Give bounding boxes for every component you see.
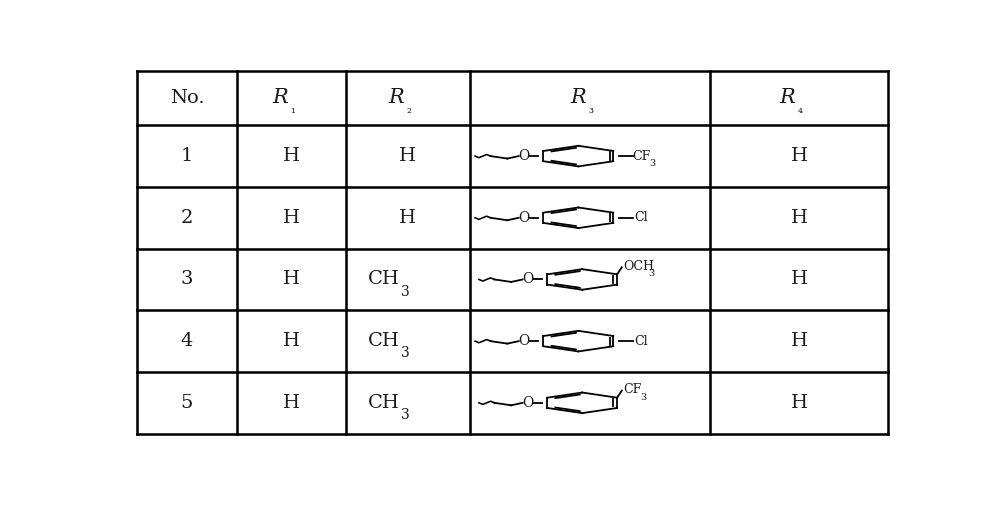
Text: 3: 3 — [640, 392, 647, 402]
Text: Cl: Cl — [634, 211, 648, 224]
Text: H: H — [283, 270, 300, 288]
Text: CF: CF — [623, 383, 642, 396]
Text: H: H — [791, 394, 808, 412]
Text: O: O — [518, 149, 530, 163]
Text: H: H — [791, 332, 808, 350]
Text: CH: CH — [368, 270, 400, 288]
Text: O: O — [518, 211, 530, 225]
Text: 3: 3 — [181, 270, 193, 288]
Text: O: O — [522, 272, 534, 286]
Text: Cl: Cl — [634, 335, 648, 348]
Text: No.: No. — [170, 89, 204, 107]
Text: 4: 4 — [181, 332, 193, 350]
Text: H: H — [399, 209, 416, 227]
Text: OCH: OCH — [623, 260, 654, 273]
Text: ₃: ₃ — [588, 102, 593, 116]
Text: 3: 3 — [650, 159, 656, 168]
Text: H: H — [283, 147, 300, 165]
Text: 1: 1 — [181, 147, 193, 165]
Text: CF: CF — [633, 150, 651, 163]
Text: O: O — [518, 334, 530, 348]
Text: ₂: ₂ — [406, 102, 411, 116]
Text: H: H — [791, 209, 808, 227]
Text: R: R — [780, 88, 795, 107]
Text: 5: 5 — [181, 394, 193, 412]
Text: 2: 2 — [181, 209, 193, 227]
Text: CH: CH — [368, 332, 400, 350]
Text: H: H — [283, 209, 300, 227]
Text: O: O — [522, 396, 534, 410]
Text: CH: CH — [368, 394, 400, 412]
Text: ₄: ₄ — [798, 102, 803, 116]
Text: 3: 3 — [401, 284, 410, 299]
Text: H: H — [283, 332, 300, 350]
Text: R: R — [388, 88, 404, 107]
Text: R: R — [570, 88, 586, 107]
Text: H: H — [399, 147, 416, 165]
Text: R: R — [272, 88, 288, 107]
Text: 3: 3 — [401, 408, 410, 422]
Text: H: H — [791, 270, 808, 288]
Text: ₁: ₁ — [290, 102, 295, 116]
Text: H: H — [791, 147, 808, 165]
Text: 3: 3 — [401, 346, 410, 360]
Text: H: H — [283, 394, 300, 412]
Text: 3: 3 — [648, 269, 654, 278]
